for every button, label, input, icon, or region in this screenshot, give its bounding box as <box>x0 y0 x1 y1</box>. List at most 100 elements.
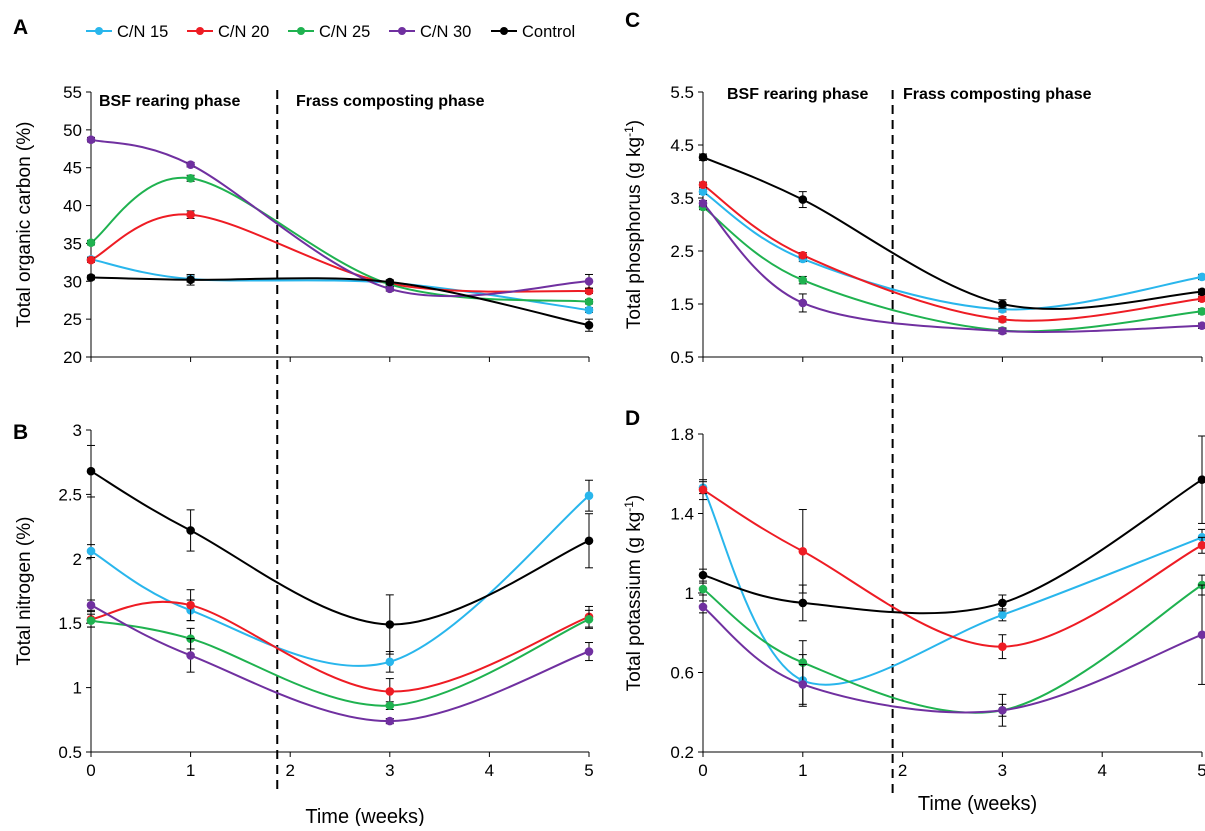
data-point <box>1197 272 1205 282</box>
data-point <box>385 716 395 726</box>
y-tick-label: 1 <box>73 679 82 698</box>
data-point <box>584 536 594 546</box>
phase-label-frass: Frass composting phase <box>296 93 485 110</box>
series-line-control <box>702 156 1203 310</box>
legend-swatch-marker <box>297 27 305 35</box>
legend-label: C/N 15 <box>117 23 168 41</box>
y-tick-label: 0.5 <box>670 348 694 367</box>
y-tick-label: 2.5 <box>670 242 694 261</box>
y-axis-label-text: Total phosphorus (g kg <box>624 137 645 329</box>
y-tick-label: 3.5 <box>670 189 694 208</box>
y-axis-label: Total potassium (g kg-1) <box>622 495 645 692</box>
data-point <box>798 598 808 608</box>
y-tick-label: 0.6 <box>670 664 694 683</box>
data-point <box>698 570 708 580</box>
series-line-c-n-25 <box>702 584 1203 714</box>
data-point <box>698 187 708 196</box>
phase-label-frass: Frass composting phase <box>903 86 1092 103</box>
y-tick-label: 1.4 <box>670 505 694 524</box>
y-axis-label-end: ) <box>624 120 645 126</box>
x-tick-label: 5 <box>584 761 593 780</box>
x-tick-label: 3 <box>998 761 1007 780</box>
series-line-control <box>90 276 590 327</box>
x-tick-label: 0 <box>86 761 95 780</box>
data-point <box>798 546 808 556</box>
y-tick-label: 35 <box>63 234 82 253</box>
y-axis-label-superscript: -1 <box>622 126 636 137</box>
series-line-c-n-30 <box>702 606 1203 714</box>
x-tick-label: 3 <box>385 761 394 780</box>
phase-label-bsf: BSF rearing phase <box>99 93 240 110</box>
panel-label: A <box>13 16 28 39</box>
x-tick-label: 4 <box>485 761 494 780</box>
data-point <box>998 299 1007 309</box>
data-point <box>584 615 594 624</box>
x-tick-label: 4 <box>1097 761 1106 780</box>
panel-a: A 20 25 30 35 40 45 50 55 Total organic carbon (%… <box>13 16 594 367</box>
panel-b: B 0.5 1 1.5 2 2.5 3 0 1 2 3 4 5 Total nitrogen (%) Tim… <box>13 360 594 828</box>
y-axis-label-text: Total nitrogen (%) <box>14 517 35 666</box>
data-point <box>998 642 1007 651</box>
y-tick-label: 40 <box>63 197 82 216</box>
data-point <box>86 600 96 610</box>
data-point <box>1197 541 1205 550</box>
data-point <box>86 273 96 282</box>
data-point <box>998 326 1007 336</box>
data-point <box>385 284 395 294</box>
legend-swatch-marker <box>500 27 508 35</box>
panel-d: D 0.2 0.6 1 1.4 1.8 0 1 2 3 4 5 Total potassium (g k… <box>622 364 1205 815</box>
data-point <box>584 286 594 296</box>
y-axis-label: Total nitrogen (%) <box>14 517 35 666</box>
series-line-c-n-20 <box>702 183 1203 322</box>
series-line-c-n-20 <box>702 488 1203 648</box>
data-point <box>1197 630 1205 640</box>
y-axis-label: Total organic carbon (%) <box>14 122 35 328</box>
data-point <box>798 298 808 308</box>
y-tick-label: 55 <box>63 83 82 102</box>
series-line-control <box>702 478 1203 615</box>
series-line-c-n-25 <box>90 618 590 707</box>
y-tick-label: 2 <box>73 550 82 569</box>
data-point <box>698 152 708 162</box>
series-line-c-n-30 <box>90 604 590 723</box>
series-line-c-n-15 <box>702 487 1203 686</box>
y-tick-label: 0.5 <box>58 743 82 762</box>
data-point <box>1197 321 1205 331</box>
y-tick-label: 0.2 <box>670 743 694 762</box>
y-axis-label-text: Total potassium (g kg <box>624 512 645 692</box>
panel-label: B <box>13 421 28 444</box>
x-axis-label: Time (weeks) <box>305 806 424 826</box>
panel-c: C 0.5 1.5 2.5 3.5 4.5 5.5 Total phosphorus (g k… <box>622 9 1205 367</box>
y-tick-label: 1 <box>685 584 694 603</box>
y-tick-label: 1.8 <box>670 425 694 444</box>
data-point <box>584 320 594 330</box>
data-point <box>1197 307 1205 316</box>
x-tick-label: 0 <box>698 761 707 780</box>
x-tick-label: 5 <box>1197 761 1205 780</box>
data-point <box>86 238 96 247</box>
data-point <box>385 687 395 696</box>
panel-label: C <box>625 9 640 32</box>
legend: C/N 15 C/N 20 C/N 25 C/N 30 Control <box>86 23 575 41</box>
legend-swatch-marker <box>196 27 204 35</box>
data-point <box>798 275 808 285</box>
x-tick-label: 1 <box>798 761 807 780</box>
data-point <box>798 680 808 689</box>
data-point <box>698 180 708 190</box>
data-point <box>698 485 708 494</box>
data-point <box>186 210 195 219</box>
data-point <box>584 297 594 307</box>
data-point <box>385 701 395 710</box>
y-tick-label: 50 <box>63 121 82 140</box>
y-tick-label: 20 <box>63 348 82 367</box>
legend-label: C/N 25 <box>319 23 370 41</box>
data-point <box>385 620 395 629</box>
data-point <box>584 491 594 500</box>
data-point <box>86 546 96 556</box>
x-axis-label: Time (weeks) <box>918 793 1037 815</box>
legend-swatch-marker <box>95 27 103 35</box>
data-point <box>1197 294 1205 303</box>
data-point <box>798 250 808 260</box>
legend-label: C/N 20 <box>218 23 269 41</box>
